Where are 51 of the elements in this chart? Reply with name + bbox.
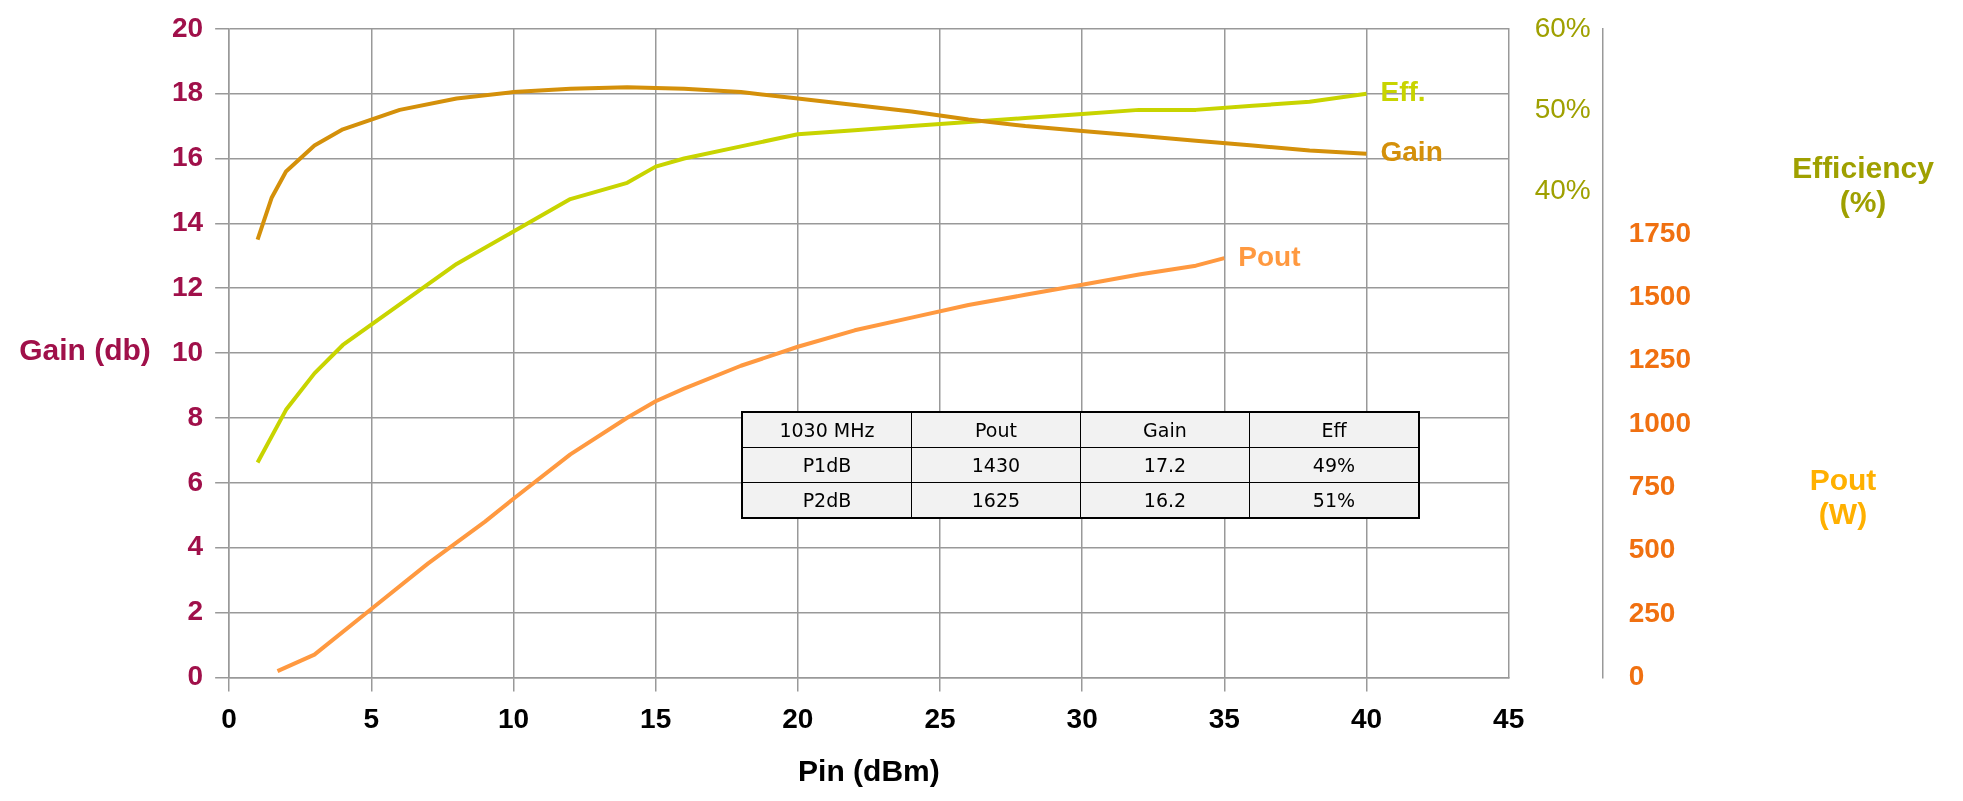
annotation: 49% — [1249, 447, 1419, 483]
annotation: Gain — [1080, 412, 1250, 448]
y3-tick-label: 500 — [1628, 533, 1676, 565]
y3-tick-label: 1750 — [1628, 216, 1692, 248]
x-tick-label: 40 — [1350, 702, 1383, 734]
y-tick-label: 8 — [187, 400, 204, 432]
y3-tick-label: 0 — [1628, 660, 1645, 692]
annotation: 51% — [1249, 482, 1419, 519]
x-tick-label: 30 — [1066, 702, 1098, 734]
y3-tick-label: 1500 — [1628, 280, 1692, 312]
annotation: P1dB — [741, 447, 912, 483]
annotation: 1625 — [911, 482, 1081, 519]
annotation: 17.2 — [1080, 447, 1250, 483]
x-tick-label: 5 — [363, 702, 380, 734]
x-tick-label: 0 — [221, 702, 237, 734]
y-tick-label: 20 — [171, 11, 204, 43]
x-tick-label: 10 — [497, 702, 530, 734]
y-tick-label: 10 — [171, 335, 204, 367]
x-tick-label: 20 — [782, 702, 814, 734]
y2-axis-title: Efficiency (%) — [1791, 151, 1935, 220]
annotation: Pout — [911, 412, 1081, 448]
annotation: P2dB — [741, 482, 912, 519]
y3-tick-label: 1000 — [1628, 406, 1692, 438]
y2-tick-label: 40% — [1534, 173, 1591, 205]
x-axis-title: Pin (dBm) — [798, 754, 940, 788]
y-tick-label: 4 — [187, 530, 204, 562]
y3-tick-label: 750 — [1628, 470, 1676, 502]
series-label: Pout — [1238, 240, 1301, 272]
y-tick-label: 18 — [171, 76, 204, 108]
series-label: Eff. — [1380, 76, 1426, 108]
annotation: Eff — [1249, 412, 1419, 448]
series-label: Gain — [1380, 136, 1443, 168]
annotation: 16.2 — [1080, 482, 1250, 519]
y3-axis-title: Pout (W) — [1808, 462, 1878, 531]
x-tick-label: 35 — [1208, 702, 1240, 734]
y-tick-label: 12 — [171, 270, 204, 302]
y-axis-title: Gain (db) — [18, 333, 152, 368]
y-tick-label: 6 — [187, 465, 204, 497]
y2-tick-label: 50% — [1534, 92, 1591, 124]
x-tick-label: 15 — [640, 702, 672, 734]
x-tick-label: 25 — [924, 702, 956, 734]
y-tick-label: 14 — [171, 206, 204, 238]
x-tick-label: 45 — [1493, 702, 1525, 734]
y2-tick-label: 60% — [1534, 11, 1591, 43]
y-tick-label: 16 — [171, 141, 204, 173]
annotation: 1030 MHz — [741, 412, 912, 448]
annotation: 1430 — [911, 447, 1081, 483]
y3-tick-label: 250 — [1628, 596, 1676, 628]
y3-tick-label: 1250 — [1628, 343, 1692, 375]
y-tick-label: 0 — [187, 660, 204, 692]
y-tick-label: 2 — [187, 595, 204, 627]
